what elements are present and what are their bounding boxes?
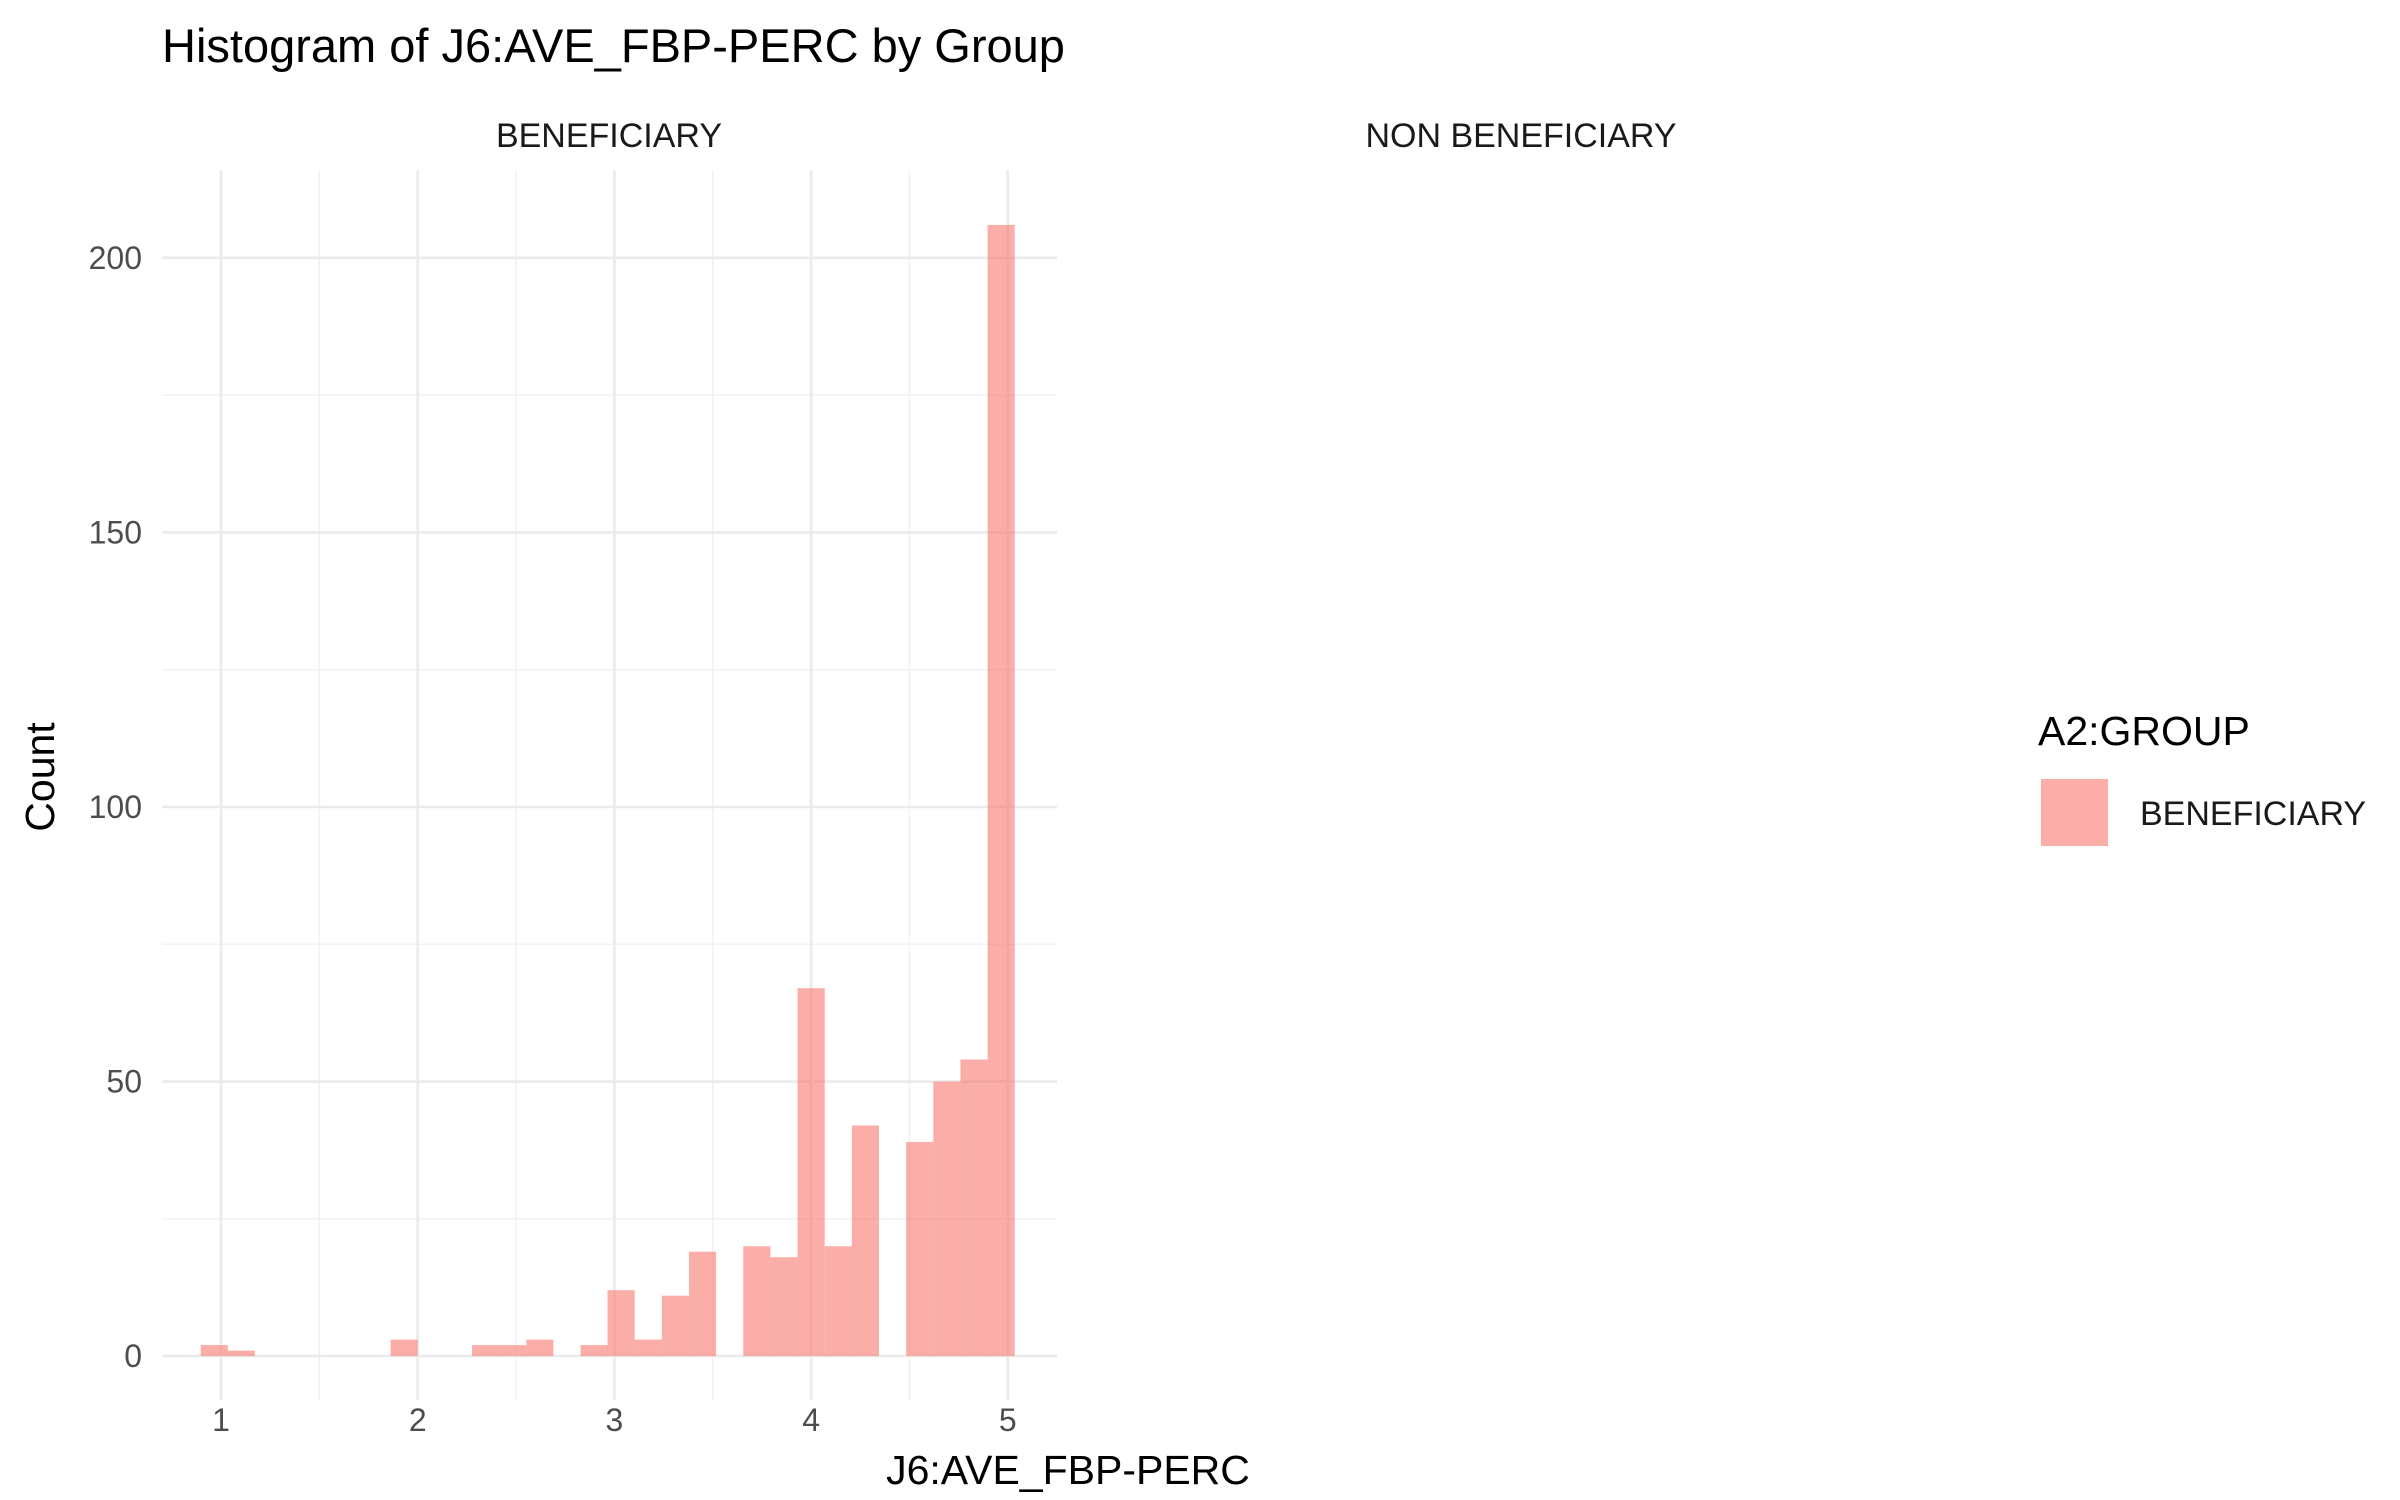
legend: A2:GROUP BENEFICIARY xyxy=(2038,708,2366,846)
y-tick-label: 0 xyxy=(124,1338,142,1374)
x-axis-title: J6:AVE_FBP-PERC xyxy=(886,1447,1250,1493)
histogram-bar xyxy=(661,1295,689,1357)
x-tick-label: 3 xyxy=(606,1402,624,1438)
legend-title: A2:GROUP xyxy=(2038,708,2250,754)
histogram-bar xyxy=(770,1257,798,1357)
x-axis-tick-labels: 1 2 3 4 5 xyxy=(212,1402,1017,1438)
histogram-bar xyxy=(824,1246,852,1357)
y-tick-label: 100 xyxy=(89,789,142,825)
histogram-bar xyxy=(200,1345,228,1357)
histogram-bar xyxy=(987,224,1015,1357)
legend-label-beneficiary: BENEFICIARY xyxy=(2140,795,2366,833)
histogram-bar xyxy=(499,1345,527,1357)
histogram-bar xyxy=(526,1339,554,1357)
panel-beneficiary-bars xyxy=(200,224,1015,1357)
y-tick-label: 150 xyxy=(89,514,142,550)
histogram-bar xyxy=(472,1345,500,1357)
chart-title: Histogram of J6:AVE_FBP-PERC by Group xyxy=(162,19,1065,72)
panel-strip-beneficiary: BENEFICIARY xyxy=(496,117,722,155)
x-tick-label: 5 xyxy=(999,1402,1017,1438)
x-tick-label: 2 xyxy=(409,1402,427,1438)
panel-beneficiary xyxy=(162,170,1057,1400)
y-axis-title: Count xyxy=(17,722,63,832)
panel-strip-non-beneficiary: NON BENEFICIARY xyxy=(1365,117,1676,155)
histogram-bar xyxy=(743,1246,771,1357)
histogram-bar xyxy=(960,1059,988,1357)
y-axis-tick-labels: 0 50 100 150 200 xyxy=(89,240,142,1374)
histogram-bar xyxy=(607,1290,635,1357)
histogram-bar xyxy=(797,988,825,1357)
histogram-bar xyxy=(851,1125,879,1357)
histogram-bar xyxy=(688,1251,717,1357)
histogram-bar xyxy=(580,1345,608,1357)
histogram-bar xyxy=(390,1339,418,1357)
histogram-bar xyxy=(906,1141,934,1357)
y-tick-label: 50 xyxy=(106,1064,142,1100)
x-tick-label: 4 xyxy=(802,1402,820,1438)
histogram-bar xyxy=(227,1350,255,1357)
histogram-bar xyxy=(634,1339,662,1357)
y-tick-label: 200 xyxy=(89,240,142,276)
legend-key-beneficiary xyxy=(2041,779,2108,846)
x-tick-label: 1 xyxy=(212,1402,230,1438)
histogram-bar xyxy=(933,1081,961,1357)
